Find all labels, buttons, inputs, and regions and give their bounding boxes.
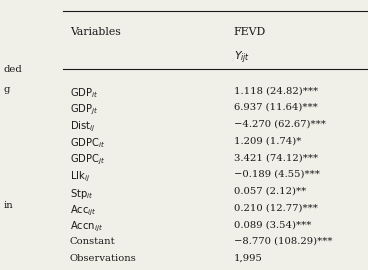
Text: 0.210 (12.77)***: 0.210 (12.77)*** xyxy=(234,203,318,212)
Text: Variables: Variables xyxy=(70,27,121,37)
Text: −8.770 (108.29)***: −8.770 (108.29)*** xyxy=(234,237,332,246)
Text: ded: ded xyxy=(4,65,22,74)
Text: −4.270 (62.67)***: −4.270 (62.67)*** xyxy=(234,120,326,129)
Text: $\mathrm{GDP}_{jt}$: $\mathrm{GDP}_{jt}$ xyxy=(70,103,98,117)
Text: in: in xyxy=(4,201,13,210)
Text: $\mathrm{Accn}_{ijt}$: $\mathrm{Accn}_{ijt}$ xyxy=(70,220,103,234)
Text: FEVD: FEVD xyxy=(234,27,266,37)
Text: 6.937 (11.64)***: 6.937 (11.64)*** xyxy=(234,103,318,112)
Text: Observations: Observations xyxy=(70,254,137,262)
Text: $\mathrm{GDPC}_{jt}$: $\mathrm{GDPC}_{jt}$ xyxy=(70,153,105,167)
Text: $\mathrm{Stp}_{it}$: $\mathrm{Stp}_{it}$ xyxy=(70,187,93,201)
Text: 1.209 (1.74)*: 1.209 (1.74)* xyxy=(234,136,301,145)
Text: $\mathrm{GDPC}_{it}$: $\mathrm{GDPC}_{it}$ xyxy=(70,136,105,150)
Text: g: g xyxy=(4,85,10,94)
Text: $Y_{ijt}$: $Y_{ijt}$ xyxy=(234,50,250,66)
Text: $\mathrm{Llk}_{ij}$: $\mathrm{Llk}_{ij}$ xyxy=(70,170,90,184)
Text: 1,995: 1,995 xyxy=(234,254,262,262)
Text: 3.421 (74.12)***: 3.421 (74.12)*** xyxy=(234,153,318,162)
Text: 0.057 (2.12)**: 0.057 (2.12)** xyxy=(234,187,306,195)
Text: 0.089 (3.54)***: 0.089 (3.54)*** xyxy=(234,220,311,229)
Text: $\mathrm{Dist}_{ij}$: $\mathrm{Dist}_{ij}$ xyxy=(70,120,96,134)
Text: $\mathrm{Acc}_{ijt}$: $\mathrm{Acc}_{ijt}$ xyxy=(70,203,97,218)
Text: 1.118 (24.82)***: 1.118 (24.82)*** xyxy=(234,86,318,95)
Text: Constant: Constant xyxy=(70,237,116,246)
Text: −0.189 (4.55)***: −0.189 (4.55)*** xyxy=(234,170,319,179)
Text: $\mathrm{GDP}_{it}$: $\mathrm{GDP}_{it}$ xyxy=(70,86,98,100)
